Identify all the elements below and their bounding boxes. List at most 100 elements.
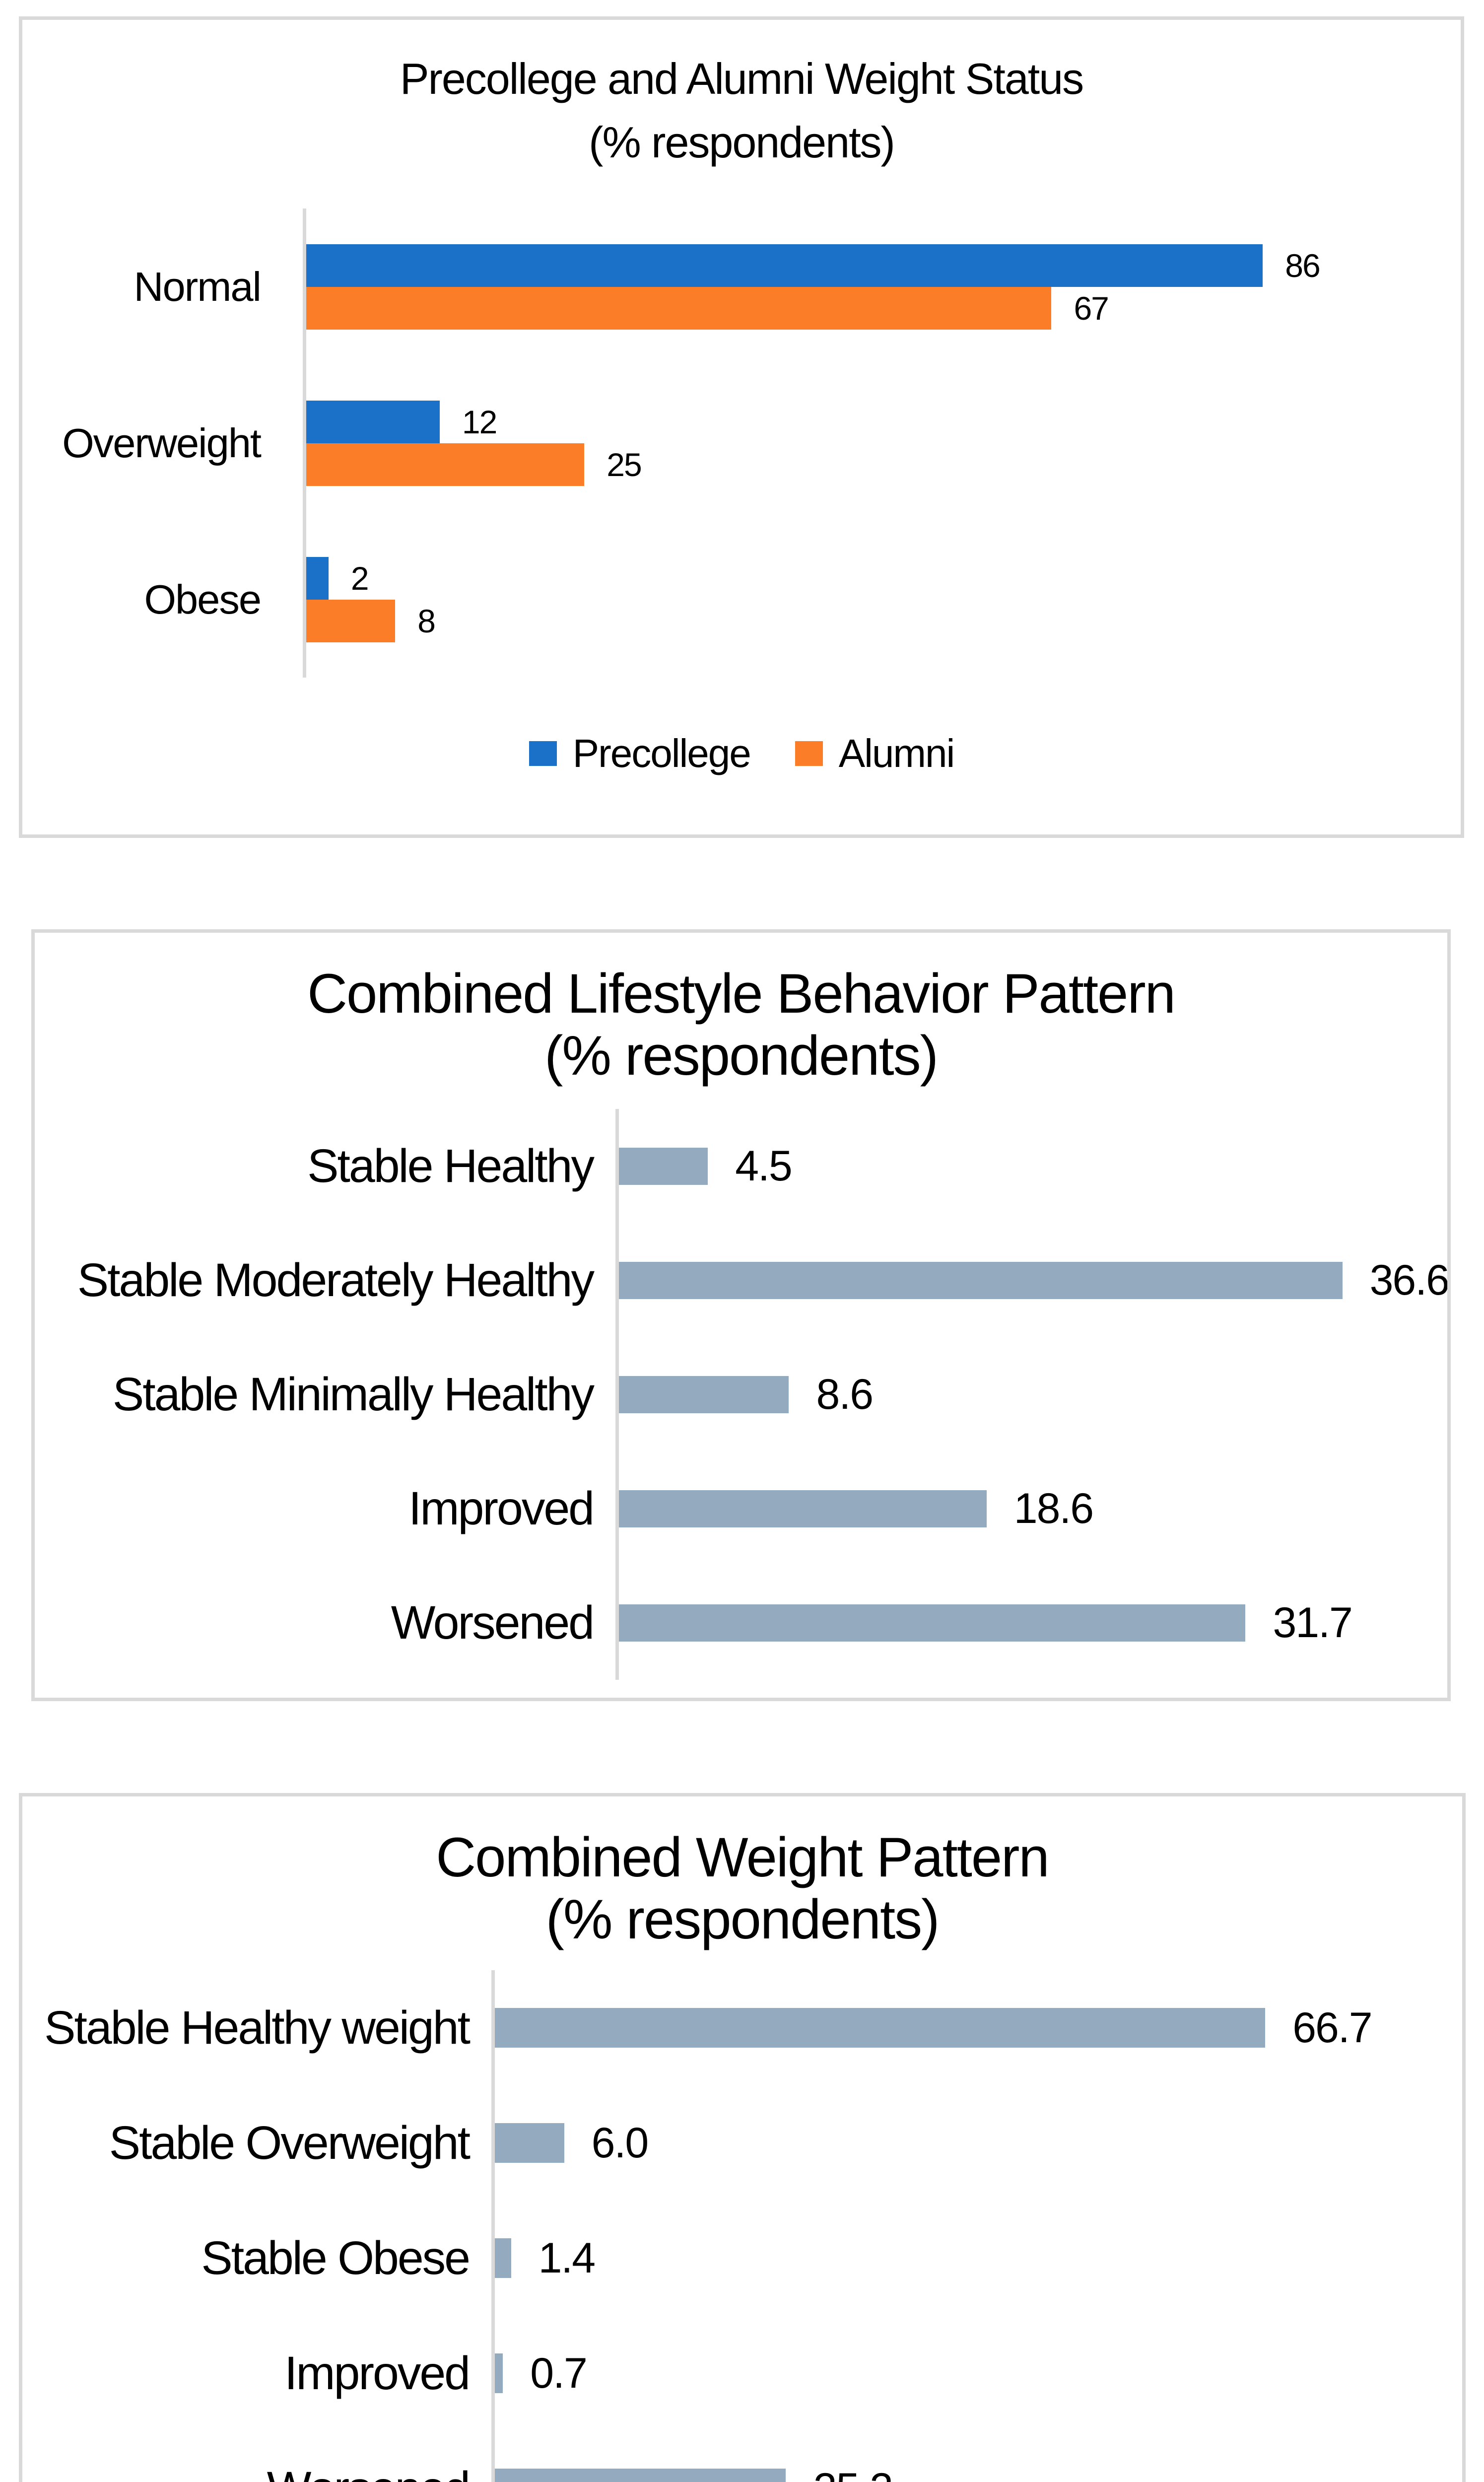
category-row: Stable Moderately Healthy 36.6: [35, 1223, 1447, 1337]
bar: [306, 556, 329, 600]
bar-line: 25.2: [495, 2465, 1303, 2482]
bar-line: 25: [306, 443, 1418, 486]
chart-subtitle: (% respondents): [589, 117, 895, 167]
bar-line: 8: [306, 599, 1418, 642]
bar-line: 0.7: [495, 2349, 1303, 2397]
bar: [495, 2008, 1266, 2048]
bar-group: 4.5: [615, 1109, 1410, 1223]
bar-line: 36.6: [619, 1256, 1447, 1304]
bar-line: 6.0: [495, 2119, 1303, 2167]
bar-group: 25.2: [491, 2431, 1303, 2482]
bar: [306, 443, 585, 486]
lifestyle-behavior-chart-panel: Combined Lifestyle Behavior Pattern (% r…: [31, 929, 1451, 1701]
bar-group: 0.7: [491, 2316, 1303, 2431]
bar: [495, 2469, 786, 2482]
bar: [619, 1147, 708, 1185]
bar-group: 31.7: [615, 1566, 1410, 1680]
weight-status-chart-panel: Precollege and Alumni Weight Status (% r…: [19, 16, 1464, 838]
value-label: 0.7: [530, 2349, 588, 2397]
bar-line: 67: [306, 286, 1418, 330]
bar: [306, 286, 1052, 330]
bar-group: 18.6: [615, 1451, 1410, 1566]
bar: [619, 1376, 789, 1413]
bar-group: 6.0: [491, 2085, 1303, 2201]
bar: [619, 1261, 1343, 1299]
bar: [495, 2353, 503, 2393]
category-row: Stable Overweight 6.0: [22, 2085, 1462, 2201]
bar-line: 12: [306, 400, 1418, 443]
category-label: Stable Healthy: [307, 1139, 595, 1192]
bar-line: 66.7: [495, 2004, 1373, 2052]
value-label: 18.6: [1013, 1484, 1094, 1532]
category-row: Improved 0.7: [22, 2316, 1462, 2431]
category-label: Worsened: [22, 2431, 491, 2482]
value-label: 31.7: [1273, 1598, 1352, 1647]
category-label: Stable Minimally Healthy: [112, 1368, 595, 1421]
category-label: Normal: [134, 263, 262, 310]
category-label: Obese: [144, 576, 262, 622]
bar-line: 18.6: [619, 1485, 1410, 1532]
bar: [306, 599, 396, 642]
value-label: 25.2: [813, 2464, 893, 2482]
value-label: 12: [462, 403, 497, 440]
category-label: Overweight: [62, 419, 262, 466]
bar-group: 12 25: [303, 365, 1418, 521]
category-row: Stable Healthy weight 66.7: [22, 1970, 1462, 2085]
category-label: Stable Healthy weight: [44, 2001, 471, 2054]
legend-item-alumni: Alumni: [795, 731, 955, 776]
category-label: Improved: [408, 1482, 595, 1535]
bar: [495, 2238, 511, 2278]
value-label: 6.0: [591, 2119, 649, 2167]
chart-title: Combined Weight Pattern: [436, 1826, 1049, 1888]
bar: [306, 244, 1263, 287]
value-label: 67: [1074, 289, 1109, 327]
chart-title: Precollege and Alumni Weight Status: [400, 54, 1084, 103]
plot-area: Stable Healthy weight 66.7 Stable Overweig…: [22, 1970, 1462, 2482]
value-label: 1.4: [538, 2234, 596, 2282]
category-row: Overweight 12 25: [22, 365, 1461, 521]
bar-line: 8.6: [619, 1371, 1410, 1418]
bar: [495, 2123, 564, 2163]
bar-line: 1.4: [495, 2234, 1303, 2282]
legend-label: Precollege: [572, 731, 751, 775]
category-label: Stable Moderately Healthy: [77, 1253, 595, 1307]
category-label: Stable Overweight: [109, 2116, 471, 2169]
value-label: 2: [350, 559, 369, 597]
value-label: 36.6: [1369, 1256, 1449, 1304]
category-label: Stable Obese: [201, 2231, 471, 2284]
bar: [619, 1604, 1246, 1642]
bar-line: 86: [306, 244, 1418, 287]
bar-line: 4.5: [619, 1142, 1410, 1190]
value-label: 66.7: [1292, 2003, 1372, 2052]
chart-subtitle: (% respondents): [545, 1888, 940, 1951]
bar-group: 36.6: [615, 1223, 1447, 1337]
bar: [619, 1490, 987, 1527]
value-label: 4.5: [735, 1142, 793, 1190]
legend: Precollege Alumni: [529, 731, 955, 776]
chart-title-block: Combined Weight Pattern (% respondents): [22, 1796, 1462, 1970]
category-row: Obese 2 8: [22, 521, 1461, 678]
bar-line: 2: [306, 556, 1418, 600]
chart-subtitle: (% respondents): [544, 1025, 939, 1087]
bar: [306, 400, 440, 443]
chart-title-block: Precollege and Alumni Weight Status (% r…: [22, 20, 1461, 208]
category-row: Normal 86 67: [22, 208, 1461, 365]
category-row: Stable Obese 1.4: [22, 2201, 1462, 2316]
chart-title-block: Combined Lifestyle Behavior Pattern (% r…: [35, 933, 1447, 1109]
value-label: 8.6: [816, 1370, 874, 1418]
chart-title: Combined Lifestyle Behavior Pattern: [307, 963, 1176, 1025]
value-label: 25: [607, 446, 642, 483]
value-label: 8: [417, 602, 436, 639]
plot-area: Normal 86 67 Overweight 12 25 Obese 2 8: [22, 208, 1461, 678]
bar-group: 66.7: [491, 1970, 1373, 2085]
category-label: Improved: [284, 2346, 471, 2400]
category-row: Stable Minimally Healthy 8.6: [35, 1337, 1447, 1451]
category-row: Improved 18.6: [35, 1451, 1447, 1566]
legend-label: Alumni: [838, 731, 955, 775]
bar-group: 8.6: [615, 1337, 1410, 1451]
weight-pattern-chart-panel: Combined Weight Pattern (% respondents) …: [19, 1793, 1466, 2482]
precollege-swatch: [529, 741, 557, 766]
legend-item-precollege: Precollege: [529, 731, 751, 776]
